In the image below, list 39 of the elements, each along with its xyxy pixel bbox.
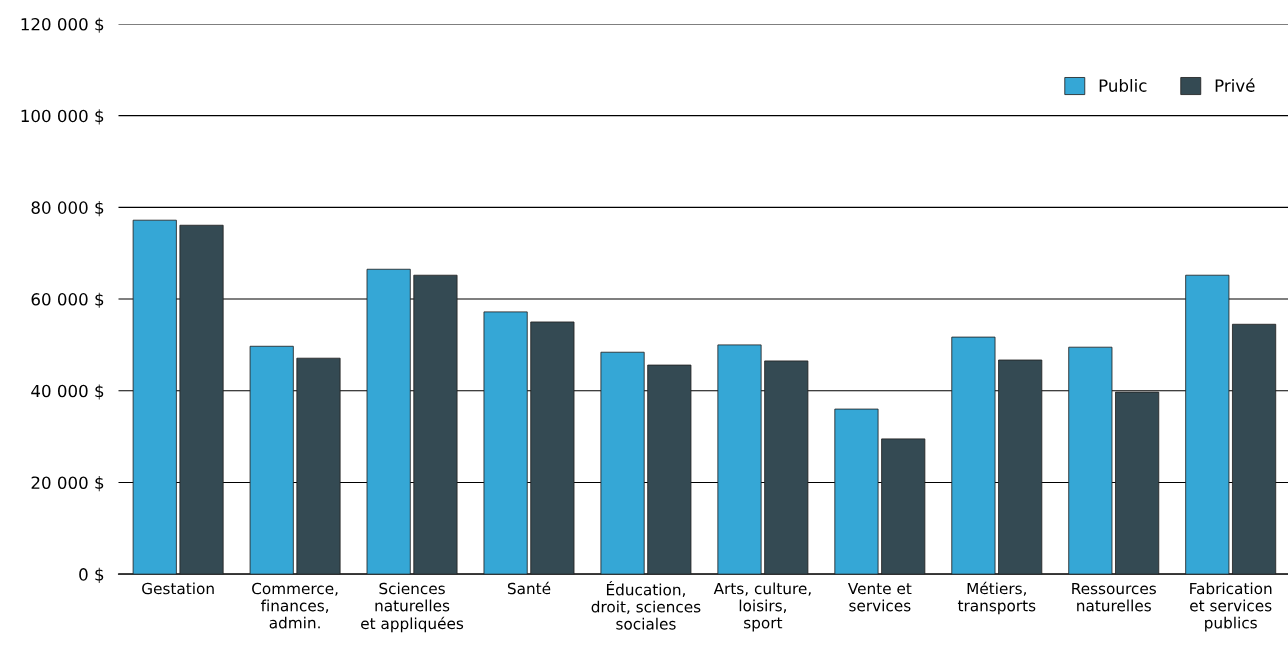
y-tick-label: 20 000 $	[31, 476, 104, 492]
y-tick-label: 60 000 $	[31, 292, 104, 308]
x-tick-label: Vente et services	[847, 582, 912, 612]
x-tick-label: Commerce, finances, admin.	[252, 582, 338, 629]
y-tick-label: 120 000 $	[21, 17, 104, 33]
bar	[132, 219, 177, 575]
bar	[530, 321, 575, 575]
y-tick-label: 40 000 $	[31, 384, 104, 400]
x-tick-label: Arts, culture, loisirs, sport	[713, 582, 811, 632]
bar	[951, 336, 996, 575]
y-tick-label: 0 $	[79, 567, 104, 583]
x-tick-label: Métiers, transports	[957, 581, 1036, 615]
bar	[717, 344, 762, 575]
bar	[249, 345, 294, 575]
bar	[296, 357, 341, 575]
x-tick-label: Gestation	[142, 582, 214, 595]
bar	[179, 224, 224, 575]
x-tick-label: Santé	[507, 581, 551, 595]
bar	[834, 408, 879, 575]
bar	[600, 351, 645, 575]
bar	[1068, 346, 1113, 575]
bar	[413, 274, 458, 575]
legend-label: Public	[1099, 78, 1147, 92]
x-tick-label: Sciences naturelles et appliquées	[361, 582, 464, 633]
bar	[1232, 323, 1277, 575]
bar	[647, 364, 692, 575]
bar	[1115, 391, 1160, 575]
x-tick-label: Fabrication et services publics	[1190, 582, 1272, 632]
x-tick-label: Ressources naturelles	[1072, 582, 1156, 612]
x-tick-label: Éducation, droit, sciences sociales	[591, 581, 701, 630]
bar	[881, 438, 926, 575]
bar	[366, 268, 411, 575]
y-tick-label: 80 000 $	[31, 201, 104, 217]
legend-label: Privé	[1215, 78, 1255, 92]
bar	[764, 360, 809, 575]
bar	[483, 311, 528, 575]
y-tick-label: 100 000 $	[21, 109, 104, 125]
bar	[998, 359, 1043, 575]
bar	[1185, 274, 1230, 575]
